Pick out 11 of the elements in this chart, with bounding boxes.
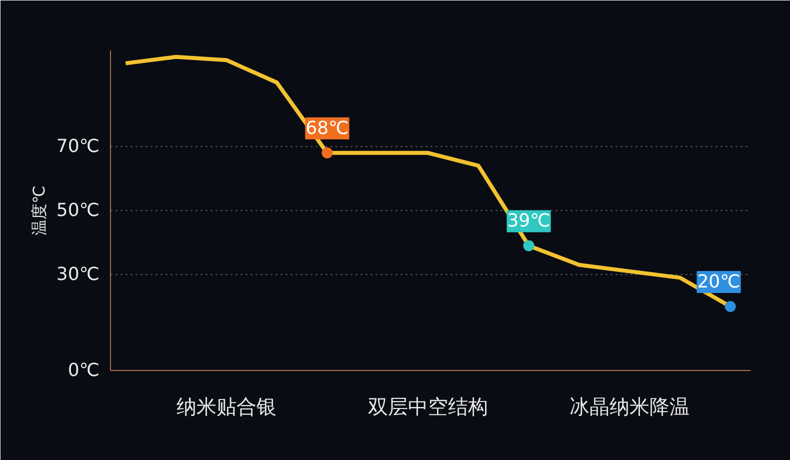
y-tick-label: 70℃ <box>56 136 100 157</box>
annotation: 39℃ <box>507 210 550 232</box>
annotation: 68℃ <box>306 118 349 139</box>
y-tick-label: 30℃ <box>56 264 100 285</box>
y-axis-title: 温度℃ <box>29 186 48 236</box>
x-tick-label: 纳米贴合银 <box>176 394 276 418</box>
annotation: 20℃ <box>697 272 740 292</box>
x-tick-label: 冰晶纳米降温 <box>570 394 690 418</box>
y-tick-label: 50℃ <box>56 200 100 221</box>
y-tick-label: 0℃ <box>68 360 100 381</box>
x-tick-label: 双层中空结构 <box>368 394 488 418</box>
